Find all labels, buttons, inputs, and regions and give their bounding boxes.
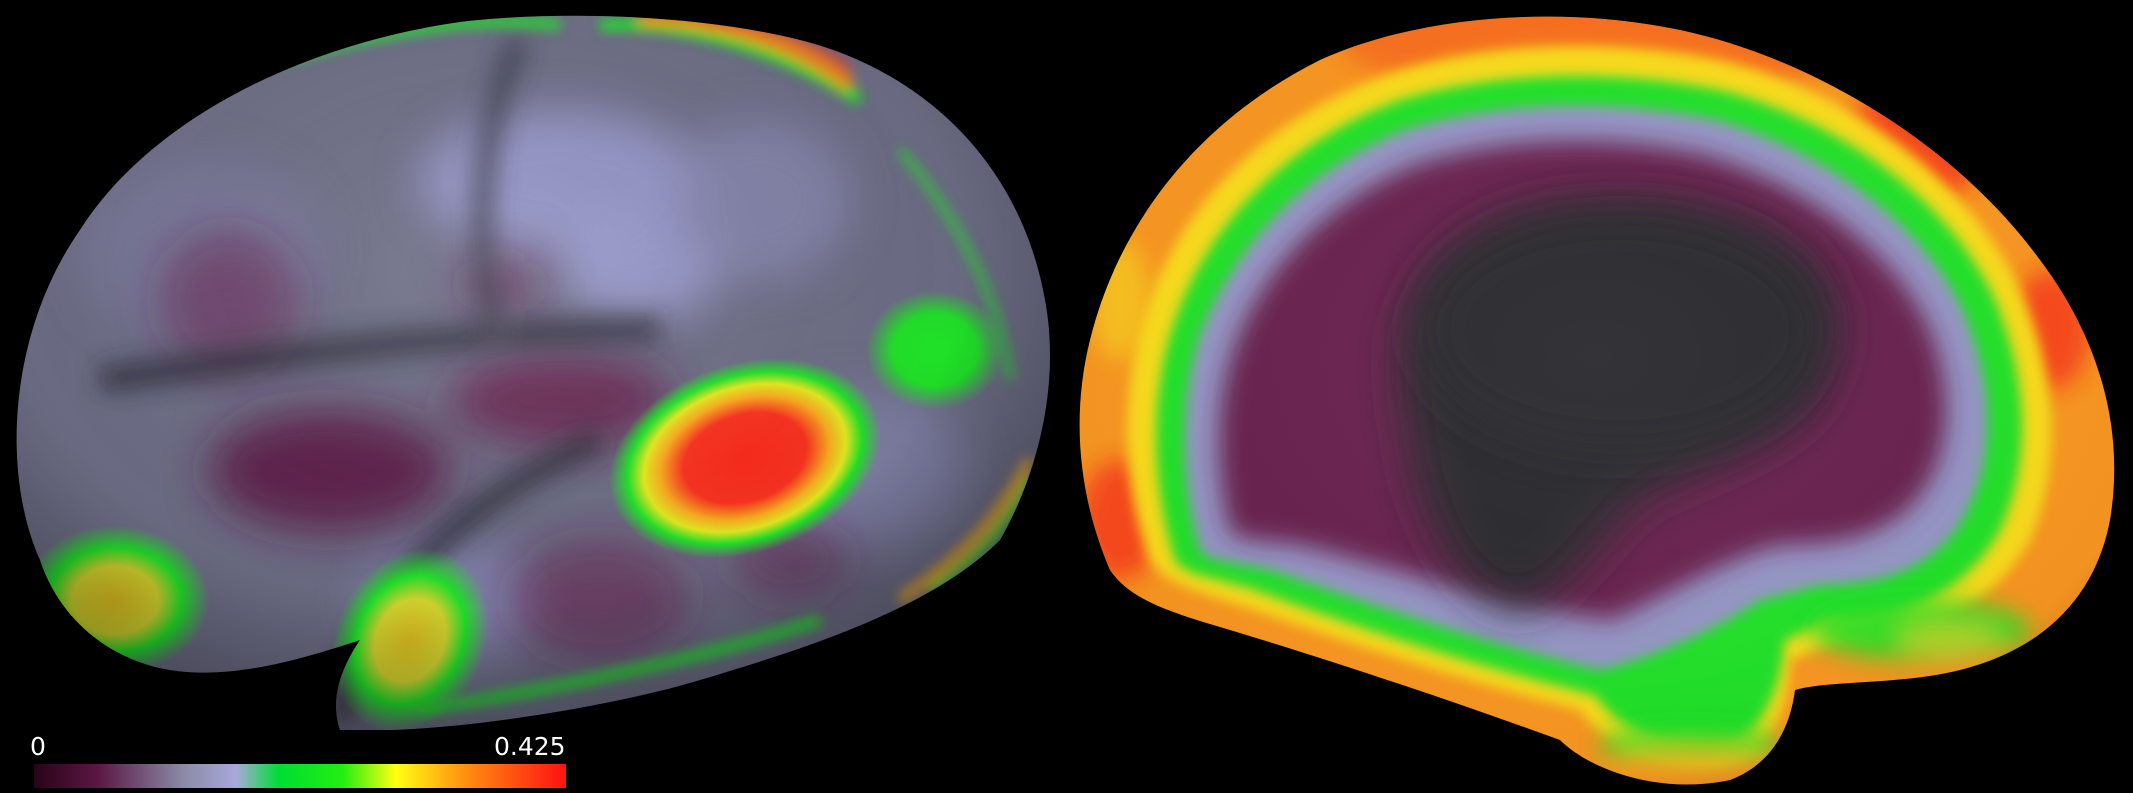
medial-surface-map — [1079, 16, 2115, 785]
lateral-view — [16, 15, 1050, 731]
lateral-surface-map — [16, 15, 1050, 731]
colorbar-min-label: 0 — [30, 732, 46, 761]
medial-view — [1079, 16, 2115, 785]
colorbar — [34, 764, 566, 788]
colorbar-max-label: 0.425 — [494, 732, 566, 761]
